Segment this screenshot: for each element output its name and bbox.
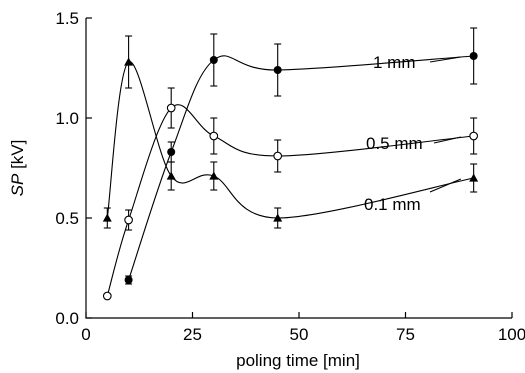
point-1-mm — [273, 66, 282, 74]
point-0-1-mm — [469, 173, 479, 182]
point-1-mm — [167, 148, 176, 156]
y-axis-title-unit: [kV] — [8, 140, 27, 174]
y-tick-label: 1.0 — [55, 109, 79, 128]
point-0-5-mm — [469, 131, 479, 141]
axes — [85, 18, 512, 319]
markers — [102, 52, 479, 301]
point-0-1-mm — [102, 213, 112, 222]
point-0-1-mm — [166, 171, 176, 180]
x-tick-label: 75 — [396, 325, 415, 344]
curves — [106, 55, 474, 297]
x-tick-label: 25 — [183, 325, 202, 344]
leader-0-5-mm — [433, 136, 461, 144]
y-axis-title: SP [kV] — [8, 140, 27, 197]
x-tick-label: 100 — [498, 325, 525, 344]
ticks: 0 25 50 75 100 0.0 0.5 1.0 1.5 — [55, 9, 525, 344]
point-0-5-mm — [166, 103, 176, 113]
axis-frame — [85, 18, 512, 319]
point-0-1-mm — [124, 57, 134, 66]
point-0-5-mm — [124, 215, 133, 225]
y-tick-label: 0.0 — [55, 309, 79, 328]
x-axis-title: poling time [min] — [236, 351, 360, 370]
leader-1-mm — [429, 56, 461, 63]
y-axis-title-symbol: SP — [8, 173, 27, 196]
curve-0-1-mm — [106, 61, 474, 219]
label-1-mm: 1 mm — [373, 53, 416, 72]
curve-1-mm — [128, 55, 474, 281]
point-0-5-mm — [209, 131, 219, 141]
point-0-5-mm — [273, 151, 283, 161]
y-tick-label: 0.5 — [55, 209, 79, 228]
x-tick-label: 0 — [81, 325, 90, 344]
point-1-mm — [124, 276, 133, 284]
series-labels: 1 mm 0.5 mm 0.1 mm — [364, 53, 462, 214]
label-0-5-mm: 0.5 mm — [366, 134, 423, 153]
label-0-1-mm: 0.1 mm — [364, 195, 421, 214]
x-tick-label: 50 — [290, 325, 309, 344]
point-1-mm — [209, 56, 218, 64]
point-1-mm — [469, 52, 478, 60]
y-tick-label: 1.5 — [55, 9, 79, 28]
point-0-1-mm — [273, 213, 283, 222]
point-0-5-mm — [102, 291, 112, 301]
leader-0-1-mm — [429, 178, 462, 193]
point-0-1-mm — [209, 171, 219, 180]
